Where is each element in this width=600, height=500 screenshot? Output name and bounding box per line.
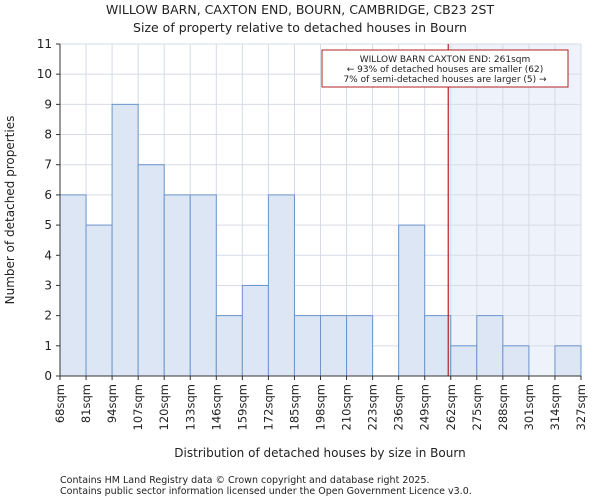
x-tick-label: 262sqm [444,384,458,430]
x-tick-labels: 68sqm 81sqm 94sqm 107sqm 120sqm 133sqm 146sqm 1… [53,376,588,430]
histogram-bar-172sqm [267,194,295,377]
y-tick-label: 7 [44,158,52,172]
x-tick-label: 81sqm [79,384,93,423]
x-tick-label: 301sqm [522,384,536,430]
x-tick-label: 94sqm [105,384,119,423]
chart-subtitle: Size of property relative to detached ho… [133,20,467,35]
histogram-bar-133sqm [189,194,217,377]
x-tick-label: 275sqm [470,384,484,430]
histogram-bar-210sqm [346,315,374,377]
x-tick-label: 146sqm [209,384,223,430]
annotation-line-2: ← 93% of detached houses are smaller (62… [347,65,544,75]
x-tick-label: 327sqm [574,384,588,430]
y-tick-label: 6 [44,188,52,202]
x-tick-label: 172sqm [261,384,275,430]
x-tick-label: 120sqm [157,384,171,430]
y-tick-label: 9 [44,97,52,111]
histogram-bar-94sqm [111,103,139,377]
y-axis-label: Number of detached properties [3,116,17,305]
histogram-bar-68sqm [59,194,87,377]
y-tick-label: 10 [37,67,52,81]
histogram-bar-159sqm [241,284,269,377]
x-tick-label: 223sqm [366,384,380,430]
annotation-box: WILLOW BARN CAXTON END: 261sqm ← 93% of … [321,49,569,88]
plot-area: 0 1 2 3 4 5 6 7 8 9 10 11 68sqm 81sqm 94sqm 107sqm 120s… [37,37,588,430]
annotation-line-1: WILLOW BARN CAXTON END: 261sqm [360,55,531,65]
annotation-border [321,49,569,88]
histogram-bar-198sqm [320,315,348,377]
x-tick-label: 210sqm [340,384,354,430]
bars [59,103,582,377]
x-tick-label: 198sqm [314,384,328,430]
histogram-bar-249sqm [424,315,452,377]
histogram-bar-185sqm [293,315,322,377]
y-tick-label: 8 [44,128,52,142]
x-tick-label: 107sqm [131,384,145,430]
x-tick-label: 159sqm [235,384,249,430]
annotation-line-3: 7% of semi-detached houses are larger (5… [343,75,547,85]
histogram-bar-120sqm [163,194,191,377]
histogram-bar-107sqm [137,164,165,377]
footer-line-1: Contains HM Land Registry data © Crown c… [60,475,430,486]
y-tick-label: 2 [44,309,52,323]
x-axis-label: Distribution of detached houses by size … [174,446,465,460]
y-tick-label: 1 [44,339,52,353]
histogram-bar-146sqm [215,315,243,377]
x-tick-label: 133sqm [183,384,197,430]
y-tick-label: 5 [44,218,52,232]
histogram-bar-314sqm [554,345,582,377]
larger-properties-highlight [448,44,581,376]
histogram-bar-81sqm [85,224,113,377]
histogram-bar-262sqm [450,345,478,377]
x-tick-label: 236sqm [392,384,406,430]
y-tick-label: 3 [44,278,52,292]
y-tick-labels: 0 1 2 3 4 5 6 7 8 9 10 11 [37,37,60,383]
chart-title: WILLOW BARN, CAXTON END, BOURN, CAMBRIDG… [106,2,495,17]
histogram-bar-275sqm [476,315,504,377]
x-tick-label: 314sqm [548,384,562,430]
y-tick-label: 0 [44,369,52,383]
x-tick-label: 288sqm [496,384,510,430]
footer-line-2: Contains public sector information licen… [60,486,472,497]
histogram-bar-236sqm [398,224,426,377]
y-tick-label: 11 [37,37,52,51]
x-tick-label: 249sqm [418,384,432,430]
histogram-bar-288sqm [502,345,530,377]
x-tick-label: 185sqm [287,384,301,430]
y-tick-label: 4 [44,248,52,262]
x-tick-label: 68sqm [53,384,67,423]
